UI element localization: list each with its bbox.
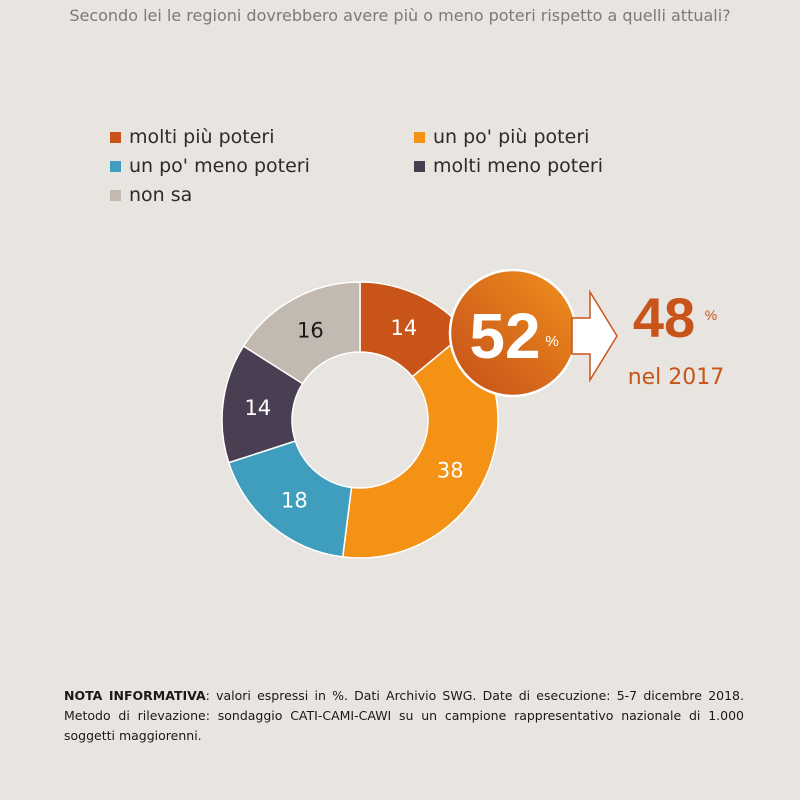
slice-value-label: 14 bbox=[390, 316, 417, 340]
legend-label: molti più poteri bbox=[129, 126, 275, 148]
question-title: Secondo lei le regioni dovrebbero avere … bbox=[69, 6, 731, 25]
legend-item-non-sa: non sa bbox=[110, 184, 192, 206]
legend-label: non sa bbox=[129, 184, 193, 206]
legend-item-molti-piu-poteri: molti più poteri bbox=[110, 126, 275, 148]
compare-unit: % bbox=[705, 307, 717, 323]
note-text: : valori espressi in %. Dati Archivio SW… bbox=[64, 688, 744, 743]
legend-swatch bbox=[110, 189, 121, 201]
legend-item-molti-meno-poteri: molti meno poteri bbox=[414, 155, 603, 177]
note-label: NOTA INFORMATIVA bbox=[64, 688, 206, 703]
donut-slices bbox=[221, 281, 499, 559]
donut-slice bbox=[242, 281, 361, 385]
highlight-value: 52 bbox=[469, 300, 540, 372]
legend-item-un-po-meno-poteri: un po' meno poteri bbox=[110, 155, 310, 177]
legend-swatch bbox=[414, 131, 425, 143]
donut-slice bbox=[341, 330, 499, 559]
legend-swatch bbox=[414, 160, 425, 172]
legend-label: un po' più poteri bbox=[433, 126, 590, 148]
legend-label: molti meno poteri bbox=[433, 155, 603, 177]
donut-slice-labels: 14 38 18 14 16 bbox=[244, 316, 463, 513]
slice-value-label: 16 bbox=[297, 319, 324, 343]
info-note: NOTA INFORMATIVA: valori espressi in %. … bbox=[64, 686, 744, 746]
compare-label: nel 2017 bbox=[628, 365, 725, 390]
highlight-unit: % bbox=[545, 333, 558, 350]
arrow-right-icon bbox=[571, 289, 618, 383]
slice-value-label: 38 bbox=[437, 459, 464, 483]
slice-value-label: 14 bbox=[244, 396, 271, 420]
legend-item-un-po-piu-poteri: un po' più poteri bbox=[414, 126, 589, 148]
legend-swatch bbox=[110, 160, 121, 172]
legend-swatch bbox=[110, 131, 121, 143]
slice-value-label: 18 bbox=[281, 488, 308, 512]
legend-label: un po' meno poteri bbox=[129, 155, 310, 177]
compare-value: 48 bbox=[633, 286, 695, 349]
